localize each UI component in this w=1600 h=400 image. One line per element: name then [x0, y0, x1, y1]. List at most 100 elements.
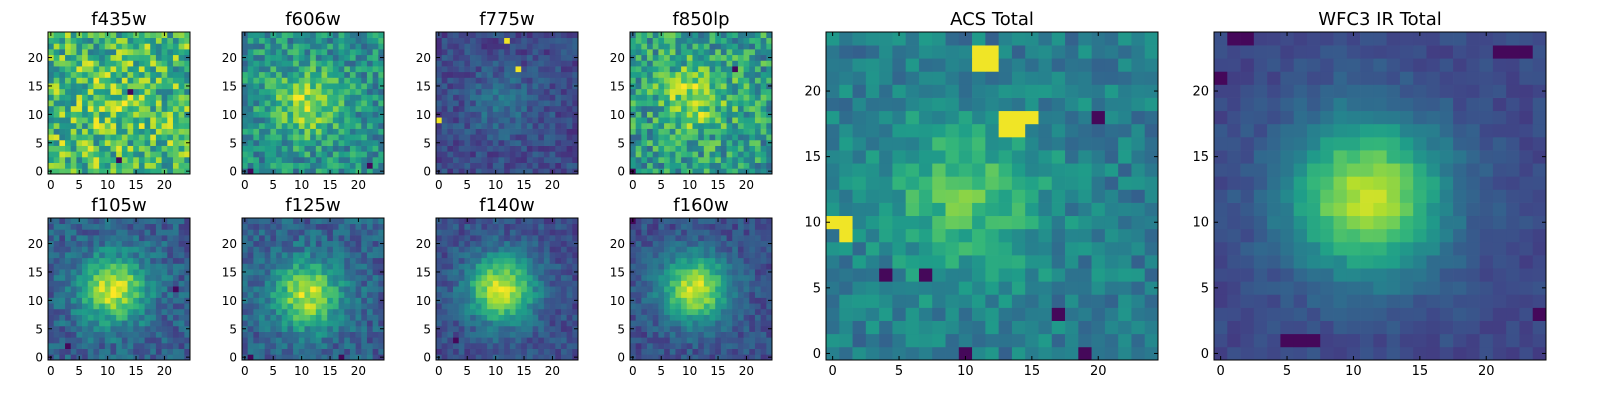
heatmap-cell: [754, 303, 761, 310]
heatmap-cell: [161, 229, 168, 236]
heatmap-cell: [470, 286, 477, 293]
heatmap-cell: [116, 269, 123, 276]
heatmap-cell: [361, 105, 368, 112]
heatmap-cell: [658, 320, 665, 327]
heatmap-cell: [464, 77, 471, 84]
heatmap-cell: [281, 331, 288, 338]
heatmap-cell: [458, 257, 465, 264]
heatmap-cell: [150, 139, 157, 146]
heatmap-cell: [82, 168, 89, 175]
heatmap-cell: [698, 331, 705, 338]
heatmap-cell: [76, 223, 83, 230]
heatmap-cell: [144, 252, 151, 259]
heatmap-cell: [630, 348, 637, 355]
heatmap-cell: [538, 291, 545, 298]
heatmap-cell: [70, 156, 77, 163]
heatmap-cell: [566, 274, 573, 281]
heatmap-cell: [760, 37, 767, 44]
heatmap-cell: [720, 297, 727, 304]
heatmap-cell: [698, 286, 705, 293]
heatmap-cell: [681, 54, 688, 61]
heatmap-cell: [681, 77, 688, 84]
heatmap-cell: [720, 88, 727, 95]
heatmap-cell: [441, 269, 448, 276]
heatmap-cell: [150, 37, 157, 44]
heatmap-cell: [242, 223, 249, 230]
heatmap-cell: [498, 320, 505, 327]
heatmap-cell: [144, 342, 151, 349]
heatmap-cell: [681, 337, 688, 344]
heatmap-cell: [686, 308, 693, 315]
heatmap-cell: [441, 342, 448, 349]
heatmap-cell: [253, 297, 260, 304]
heatmap-cell: [692, 60, 699, 67]
heatmap-cell: [664, 128, 671, 135]
heatmap-cell: [116, 252, 123, 259]
heatmap-cell: [715, 43, 722, 50]
heatmap-cell: [572, 223, 579, 230]
heatmap-cell: [259, 297, 266, 304]
heatmap-cell: [361, 274, 368, 281]
heatmap-cell: [447, 128, 454, 135]
heatmap-cell: [441, 128, 448, 135]
heatmap-cell: [48, 331, 55, 338]
heatmap-cell: [543, 88, 550, 95]
heatmap-cell: [453, 43, 460, 50]
heatmap-cell: [538, 37, 545, 44]
heatmap-cell: [247, 240, 254, 247]
heatmap-cell: [378, 252, 385, 259]
heatmap-cell: [492, 314, 499, 321]
heatmap-cell: [70, 66, 77, 73]
heatmap-cell: [681, 286, 688, 293]
heatmap-cell: [167, 286, 174, 293]
heatmap-cell: [315, 331, 322, 338]
heatmap-cell: [754, 43, 761, 50]
heatmap-cell: [572, 100, 579, 107]
heatmap-cell: [436, 229, 443, 236]
heatmap-cell: [87, 162, 94, 169]
heatmap-cell: [315, 168, 322, 175]
heatmap-cell: [48, 66, 55, 73]
heatmap-cell: [121, 246, 128, 253]
heatmap-cell: [378, 105, 385, 112]
heatmap-cell: [532, 291, 539, 298]
heatmap-cell: [138, 303, 145, 310]
heatmap-cell: [641, 354, 648, 361]
heatmap-cell: [726, 162, 733, 169]
heatmap-cell: [453, 145, 460, 152]
heatmap-cell: [532, 252, 539, 259]
heatmap-cell: [65, 303, 72, 310]
heatmap-cell: [104, 88, 111, 95]
heatmap-cell: [70, 37, 77, 44]
heatmap-cell: [65, 235, 72, 242]
heatmap-cell: [281, 314, 288, 321]
heatmap-cell: [172, 257, 179, 264]
heatmap-cell: [133, 229, 140, 236]
heatmap-cell: [555, 162, 562, 169]
heatmap-cell: [155, 54, 162, 61]
heatmap-cell: [293, 331, 300, 338]
heatmap-cell: [641, 139, 648, 146]
heatmap-cell: [681, 151, 688, 158]
heatmap-cell: [82, 229, 89, 236]
heatmap-cell: [487, 117, 494, 124]
heatmap-cell: [709, 88, 716, 95]
heatmap-cell: [549, 83, 556, 90]
heatmap-cell: [172, 139, 179, 146]
heatmap-cell: [549, 100, 556, 107]
heatmap-cell: [321, 354, 328, 361]
heatmap-cell: [720, 303, 727, 310]
heatmap-cell: [65, 257, 72, 264]
heatmap-cell: [355, 151, 362, 158]
heatmap-cell: [327, 303, 334, 310]
heatmap-cell: [372, 83, 379, 90]
heatmap-cell: [560, 122, 567, 129]
y-tick-label: 0: [35, 351, 43, 365]
heatmap-cell: [698, 83, 705, 90]
heatmap-cell: [492, 252, 499, 259]
heatmap-cell: [543, 286, 550, 293]
heatmap-cell: [560, 274, 567, 281]
heatmap-cell: [555, 325, 562, 332]
heatmap-cell: [172, 229, 179, 236]
heatmap-cell: [766, 348, 773, 355]
